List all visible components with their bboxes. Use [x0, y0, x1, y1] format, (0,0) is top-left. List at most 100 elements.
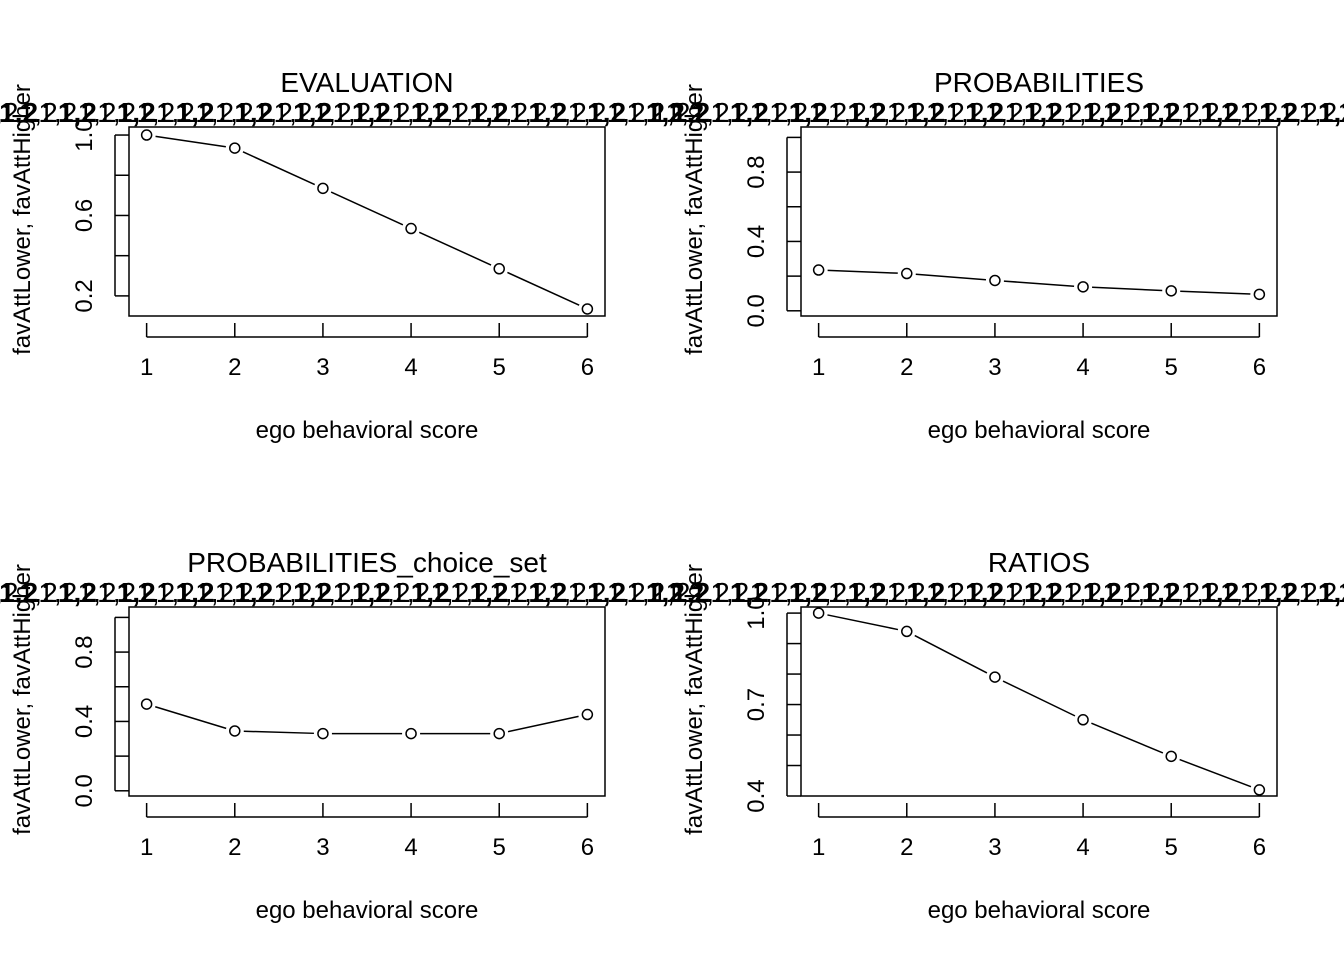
- top-axis-label: 1,2: [411, 577, 450, 608]
- top-axis-label: 1,2: [234, 577, 273, 608]
- data-point: [229, 142, 241, 154]
- series-line-segment: [915, 273, 987, 281]
- top-axis-label: 1,2: [607, 577, 646, 608]
- top-axis-label: 1,2: [626, 577, 665, 608]
- plot-frame: [128, 606, 606, 797]
- top-axis-label: 1,2: [1338, 97, 1344, 128]
- top-axis-labels: 1,21,21,21,21,21,21,21,21,21,21,21,21,21…: [0, 97, 704, 128]
- top-axis-label: 1,2: [568, 97, 607, 128]
- data-point: [812, 264, 825, 276]
- data-point: [989, 274, 1001, 287]
- top-axis-label: 1,2: [38, 577, 77, 608]
- x-tick-label: 4: [404, 834, 417, 861]
- x-tick-label: 3: [988, 834, 1001, 861]
- top-axis-label: 1,2: [730, 97, 769, 128]
- data-point: [1165, 750, 1177, 763]
- x-tick-label: 4: [404, 354, 417, 381]
- x-tick-label: 4: [1076, 834, 1089, 861]
- top-axis-label: 1,2: [176, 577, 215, 608]
- top-axis-label: 1,2: [1102, 97, 1141, 128]
- data-point: [901, 625, 913, 638]
- y-axis-label: favAttLower, favAttHigher: [9, 564, 36, 835]
- top-axis-label: 1,2: [332, 97, 371, 128]
- top-axis-label: 1,2: [117, 577, 156, 608]
- top-axis-label: 1,2: [1004, 97, 1043, 128]
- top-axis-label: 1,2: [1259, 577, 1298, 608]
- top-axis-label: 1,2: [332, 577, 371, 608]
- x-tick-label: 2: [900, 354, 913, 381]
- top-axis-label: 1,2: [926, 97, 965, 128]
- top-axis-label: 1,2: [274, 577, 313, 608]
- y-tick-label: 0.8: [71, 635, 98, 668]
- series-line-segment: [1179, 758, 1252, 788]
- top-axis-label: 1,2: [352, 97, 391, 128]
- x-tick-label: 5: [493, 834, 506, 861]
- top-axis-label: 1,2: [587, 97, 626, 128]
- top-axis-label: 1,2: [528, 577, 567, 608]
- y-axis-label: favAttLower, favAttHigher: [681, 84, 708, 355]
- top-axis-label: 1,2: [769, 97, 808, 128]
- y-tick-label: 0.4: [71, 705, 98, 738]
- top-axis-label: 1,2: [372, 577, 411, 608]
- chart-panel-4: RATIOS1,21,21,21,21,21,21,21,21,21,21,21…: [652, 547, 1344, 924]
- top-axis-label: 1,2: [195, 577, 234, 608]
- top-axis-label: 1,2: [470, 97, 509, 128]
- top-axis-label: 1,2: [1122, 577, 1161, 608]
- top-axis-label: 1,2: [215, 577, 254, 608]
- x-tick-label: 4: [1076, 354, 1089, 381]
- top-axis-label: 1,2: [548, 577, 587, 608]
- y-tick-label: 0.4: [743, 779, 770, 812]
- series-line-segment: [914, 634, 988, 674]
- top-axis-label: 1,2: [750, 97, 789, 128]
- data-point: [140, 129, 153, 141]
- top-axis-label: 1,2: [652, 577, 691, 608]
- data-point: [581, 303, 594, 315]
- series-line-segment: [155, 706, 227, 730]
- top-axis-label: 1,2: [136, 97, 175, 128]
- top-axis-label: 1,2: [828, 97, 867, 128]
- top-axis-label: 1,2: [848, 97, 887, 128]
- top-axis-label: 1,2: [58, 577, 97, 608]
- top-axis-label: 1,2: [867, 97, 906, 128]
- x-tick-label: 3: [988, 354, 1001, 381]
- series-line-segment: [330, 191, 404, 226]
- chart-title: PROBABILITIES_choice_set: [187, 547, 547, 578]
- top-axis-label: 1,2: [38, 97, 77, 128]
- top-axis-label: 1,2: [136, 577, 175, 608]
- top-axis-label: 1,2: [646, 577, 685, 608]
- top-axis-label: 1,2: [509, 577, 548, 608]
- top-axis-label: 1,2: [789, 577, 828, 608]
- data-point: [1253, 288, 1266, 301]
- top-axis-label: 1,2: [985, 577, 1024, 608]
- x-tick-label: 6: [581, 834, 594, 861]
- x-tick-label: 2: [228, 354, 241, 381]
- top-axis-label: 1,2: [666, 97, 705, 128]
- chart-title: PROBABILITIES: [934, 67, 1144, 98]
- data-point: [493, 727, 505, 740]
- series-line-segment: [507, 271, 580, 306]
- top-axis-label: 1,2: [1338, 577, 1344, 608]
- top-axis-label: 1,2: [646, 97, 685, 128]
- top-axis-label: 1,2: [293, 577, 332, 608]
- data-point: [140, 698, 153, 710]
- top-axis-label: 1,2: [1142, 577, 1181, 608]
- top-axis-label: 1,2: [1024, 97, 1063, 128]
- plot-frame: [800, 606, 1278, 797]
- y-tick-label: 0.8: [743, 155, 770, 188]
- data-point: [405, 222, 417, 235]
- series-line-segment: [507, 715, 579, 733]
- series-line-segment: [1003, 280, 1075, 287]
- top-axis-label: 1,2: [1298, 97, 1337, 128]
- y-tick-label: 0.0: [743, 294, 770, 327]
- top-axis-label: 1,2: [156, 577, 195, 608]
- y-tick-label: 0.2: [71, 279, 98, 312]
- y-axis-label: favAttLower, favAttHigher: [9, 84, 36, 355]
- top-axis-label: 1,2: [808, 577, 847, 608]
- top-axis-label: 1,2: [1044, 577, 1083, 608]
- y-tick-label: 0.7: [743, 688, 770, 721]
- top-axis-label: 1,2: [1240, 97, 1279, 128]
- y-axis-label: favAttLower, favAttHigher: [681, 564, 708, 835]
- top-axis-label: 1,2: [906, 97, 945, 128]
- top-axis-label: 1,2: [470, 577, 509, 608]
